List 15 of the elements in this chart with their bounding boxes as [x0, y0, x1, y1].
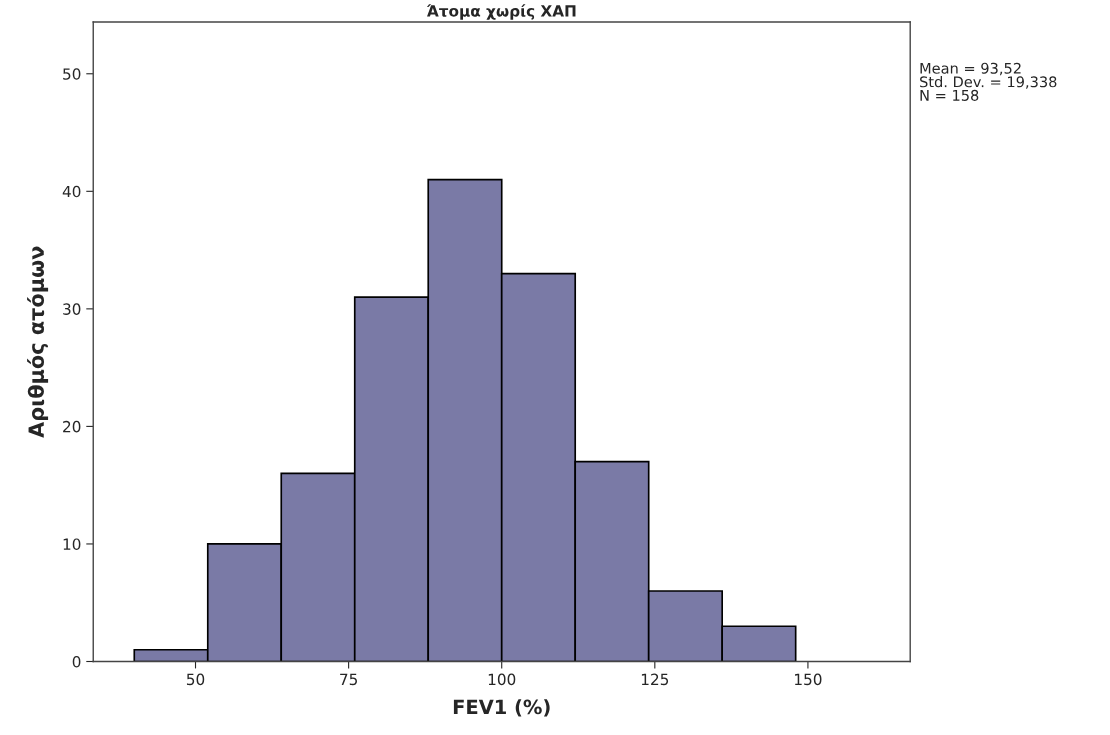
x-tick-label: 75	[340, 673, 357, 686]
y-tick-label: 20	[63, 420, 81, 433]
y-tick-label: 30	[63, 303, 81, 315]
x-tick-label: 50	[186, 673, 205, 686]
y-tick-label: 10	[63, 538, 81, 550]
y-tick-label: 0	[72, 655, 81, 668]
y-tick-label: 50	[63, 68, 81, 80]
x-tick-label: 100	[488, 673, 516, 686]
text: Mean = 93,52 Std. Dev. = 19,338 N = 158	[920, 62, 1057, 101]
chart-title: Άτομα χωρίς ΧΑΠ	[426, 4, 576, 20]
y-axis-title: Αριθμός ατόμων	[27, 246, 49, 438]
x-tick-label: 150	[795, 673, 822, 686]
y-tick-label: 40	[62, 185, 81, 198]
x-axis-title: FEV1 (%)	[453, 699, 550, 717]
x-tick-label: 125	[641, 673, 669, 686]
